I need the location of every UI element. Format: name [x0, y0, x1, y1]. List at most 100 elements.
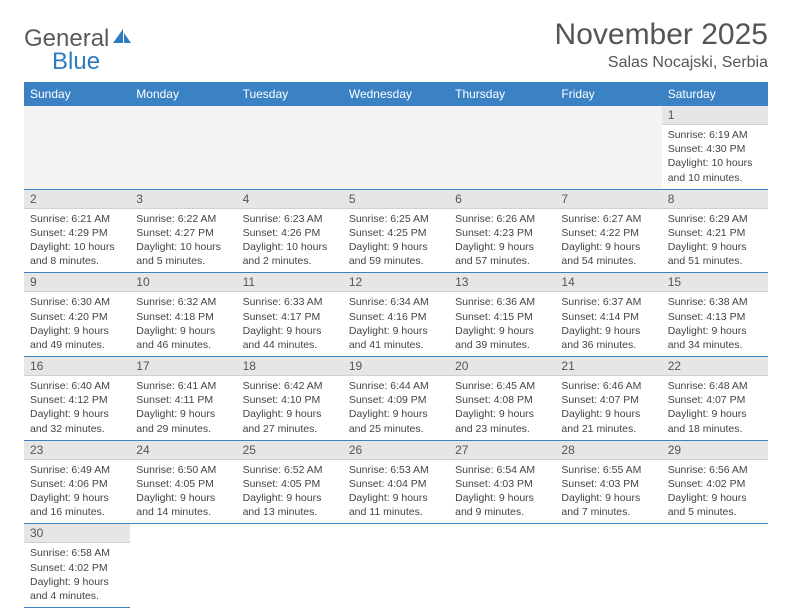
weekday-header: Tuesday	[237, 82, 343, 106]
day-detail-line: Sunrise: 6:38 AM	[668, 295, 762, 309]
day-detail-line: Daylight: 9 hours	[561, 324, 655, 338]
day-detail-line: and 13 minutes.	[243, 505, 337, 519]
calendar-week-row: 2Sunrise: 6:21 AMSunset: 4:29 PMDaylight…	[24, 189, 768, 273]
day-detail-line: Daylight: 9 hours	[30, 575, 124, 589]
day-number: 23	[24, 441, 130, 460]
page-header: General November 2025 Salas Nocajski, Se…	[24, 18, 768, 72]
calendar-cell: 10Sunrise: 6:32 AMSunset: 4:18 PMDayligh…	[130, 273, 236, 357]
day-detail-line: Daylight: 9 hours	[668, 324, 762, 338]
day-details: Sunrise: 6:49 AMSunset: 4:06 PMDaylight:…	[24, 460, 130, 524]
day-details: Sunrise: 6:50 AMSunset: 4:05 PMDaylight:…	[130, 460, 236, 524]
day-details: Sunrise: 6:30 AMSunset: 4:20 PMDaylight:…	[24, 292, 130, 356]
day-detail-line: Sunset: 4:17 PM	[243, 310, 337, 324]
day-details: Sunrise: 6:55 AMSunset: 4:03 PMDaylight:…	[555, 460, 661, 524]
day-number: 21	[555, 357, 661, 376]
day-detail-line: and 54 minutes.	[561, 254, 655, 268]
calendar-cell	[449, 106, 555, 189]
day-detail-line: Sunrise: 6:33 AM	[243, 295, 337, 309]
weekday-header-row: Sunday Monday Tuesday Wednesday Thursday…	[24, 82, 768, 106]
day-details: Sunrise: 6:37 AMSunset: 4:14 PMDaylight:…	[555, 292, 661, 356]
day-details: Sunrise: 6:32 AMSunset: 4:18 PMDaylight:…	[130, 292, 236, 356]
day-details: Sunrise: 6:36 AMSunset: 4:15 PMDaylight:…	[449, 292, 555, 356]
day-number: 3	[130, 190, 236, 209]
calendar-week-row: 23Sunrise: 6:49 AMSunset: 4:06 PMDayligh…	[24, 440, 768, 524]
calendar-week-row: 30Sunrise: 6:58 AMSunset: 4:02 PMDayligh…	[24, 524, 768, 608]
day-details: Sunrise: 6:23 AMSunset: 4:26 PMDaylight:…	[237, 209, 343, 273]
day-detail-line: Daylight: 9 hours	[243, 491, 337, 505]
calendar-cell: 18Sunrise: 6:42 AMSunset: 4:10 PMDayligh…	[237, 357, 343, 441]
day-number: 22	[662, 357, 768, 376]
day-detail-line: Sunrise: 6:54 AM	[455, 463, 549, 477]
day-detail-line: Daylight: 9 hours	[243, 407, 337, 421]
day-detail-line: and 49 minutes.	[30, 338, 124, 352]
day-detail-line: Daylight: 9 hours	[668, 240, 762, 254]
calendar-cell: 20Sunrise: 6:45 AMSunset: 4:08 PMDayligh…	[449, 357, 555, 441]
day-detail-line: Daylight: 9 hours	[136, 491, 230, 505]
day-details: Sunrise: 6:38 AMSunset: 4:13 PMDaylight:…	[662, 292, 768, 356]
calendar-cell: 1Sunrise: 6:19 AMSunset: 4:30 PMDaylight…	[662, 106, 768, 189]
day-details: Sunrise: 6:54 AMSunset: 4:03 PMDaylight:…	[449, 460, 555, 524]
weekday-header: Sunday	[24, 82, 130, 106]
calendar-table: Sunday Monday Tuesday Wednesday Thursday…	[24, 82, 768, 608]
day-detail-line: Sunset: 4:11 PM	[136, 393, 230, 407]
day-detail-line: Sunset: 4:05 PM	[243, 477, 337, 491]
sail-icon	[111, 24, 133, 52]
day-detail-line: and 5 minutes.	[136, 254, 230, 268]
day-detail-line: Sunset: 4:12 PM	[30, 393, 124, 407]
calendar-cell: 22 Sunrise: 6:48 AMSunset: 4:07 PMDayligh…	[662, 357, 768, 441]
day-detail-line: Sunset: 4:23 PM	[455, 226, 549, 240]
day-detail-line: Sunset: 4:14 PM	[561, 310, 655, 324]
day-detail-line: Sunset: 4:13 PM	[668, 310, 762, 324]
day-number: 16	[24, 357, 130, 376]
day-detail-line: Sunset: 4:06 PM	[30, 477, 124, 491]
day-number: 2	[24, 190, 130, 209]
day-detail-line: Sunrise: 6:19 AM	[668, 128, 762, 142]
day-number: 12	[343, 273, 449, 292]
day-detail-line: Daylight: 9 hours	[455, 407, 549, 421]
day-details: Sunrise: 6:53 AMSunset: 4:04 PMDaylight:…	[343, 460, 449, 524]
day-detail-line: and 51 minutes.	[668, 254, 762, 268]
calendar-cell: 7Sunrise: 6:27 AMSunset: 4:22 PMDaylight…	[555, 189, 661, 273]
day-detail-line: Daylight: 9 hours	[455, 240, 549, 254]
calendar-cell	[449, 524, 555, 608]
brand-part2: Blue	[52, 48, 100, 76]
day-details: Sunrise: 6:33 AMSunset: 4:17 PMDaylight:…	[237, 292, 343, 356]
calendar-cell	[343, 106, 449, 189]
day-detail-line: Sunrise: 6:41 AM	[136, 379, 230, 393]
weekday-header: Monday	[130, 82, 236, 106]
calendar-cell: 26Sunrise: 6:53 AMSunset: 4:04 PMDayligh…	[343, 440, 449, 524]
day-detail-line: and 34 minutes.	[668, 338, 762, 352]
location-text: Salas Nocajski, Serbia	[555, 54, 768, 72]
day-detail-line: Sunrise: 6:56 AM	[668, 463, 762, 477]
day-detail-line: Daylight: 9 hours	[136, 407, 230, 421]
day-detail-line: Daylight: 9 hours	[668, 407, 762, 421]
day-detail-line: and 57 minutes.	[455, 254, 549, 268]
day-details: Sunrise: 6:26 AMSunset: 4:23 PMDaylight:…	[449, 209, 555, 273]
day-detail-line: and 11 minutes.	[349, 505, 443, 519]
calendar-cell: 25Sunrise: 6:52 AMSunset: 4:05 PMDayligh…	[237, 440, 343, 524]
day-details: Sunrise: 6:45 AMSunset: 4:08 PMDaylight:…	[449, 376, 555, 440]
day-detail-line: and 16 minutes.	[30, 505, 124, 519]
day-detail-line: and 23 minutes.	[455, 422, 549, 436]
calendar-cell: 11Sunrise: 6:33 AMSunset: 4:17 PMDayligh…	[237, 273, 343, 357]
day-details: Sunrise: 6:46 AMSunset: 4:07 PMDaylight:…	[555, 376, 661, 440]
day-detail-line: Sunrise: 6:48 AM	[668, 379, 762, 393]
day-detail-line: and 9 minutes.	[455, 505, 549, 519]
day-detail-line: Sunset: 4:07 PM	[668, 393, 762, 407]
day-details: Sunrise: 6:22 AMSunset: 4:27 PMDaylight:…	[130, 209, 236, 273]
day-number: 26	[343, 441, 449, 460]
calendar-cell: 28Sunrise: 6:55 AMSunset: 4:03 PMDayligh…	[555, 440, 661, 524]
calendar-cell	[662, 524, 768, 608]
day-number: 6	[449, 190, 555, 209]
calendar-cell: 3Sunrise: 6:22 AMSunset: 4:27 PMDaylight…	[130, 189, 236, 273]
day-detail-line: Sunset: 4:30 PM	[668, 142, 762, 156]
day-detail-line: Sunrise: 6:46 AM	[561, 379, 655, 393]
day-detail-line: Sunset: 4:18 PM	[136, 310, 230, 324]
day-detail-line: Sunrise: 6:58 AM	[30, 546, 124, 560]
calendar-cell	[555, 524, 661, 608]
calendar-cell: 5Sunrise: 6:25 AMSunset: 4:25 PMDaylight…	[343, 189, 449, 273]
calendar-cell: 6Sunrise: 6:26 AMSunset: 4:23 PMDaylight…	[449, 189, 555, 273]
calendar-cell: 17Sunrise: 6:41 AMSunset: 4:11 PMDayligh…	[130, 357, 236, 441]
day-detail-line: Sunrise: 6:29 AM	[668, 212, 762, 226]
day-detail-line: and 14 minutes.	[136, 505, 230, 519]
